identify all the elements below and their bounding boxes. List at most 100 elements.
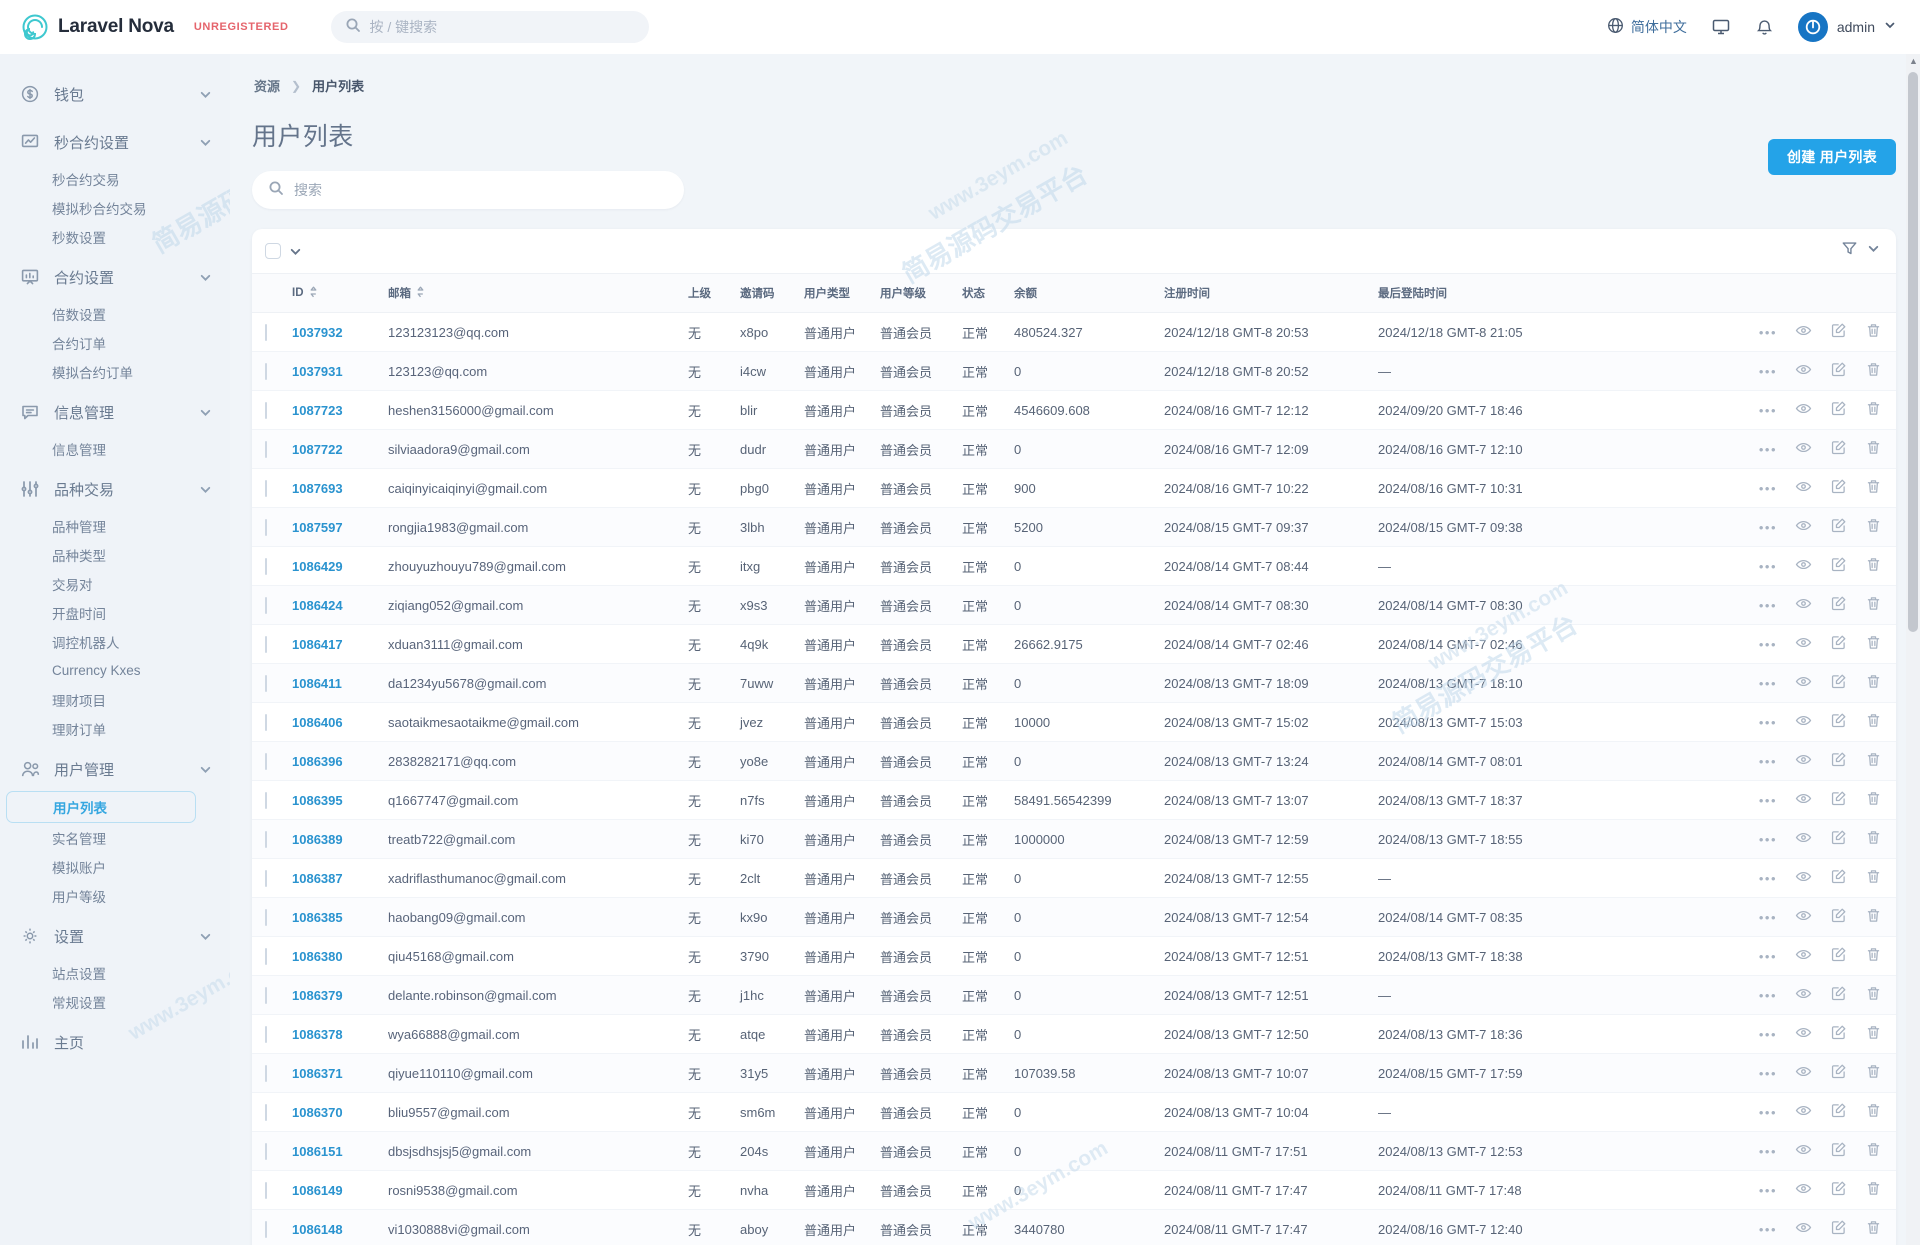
cell-id[interactable]: 1086395 <box>286 780 382 820</box>
row-id-link[interactable]: 1086380 <box>292 948 343 964</box>
table-row[interactable]: 1086378 wya66888@gmail.com 无 atqe 普通用户 普通会员 正常… <box>252 1014 1896 1054</box>
row-id-link[interactable]: 1037931 <box>292 363 343 379</box>
eye-icon[interactable] <box>1795 361 1812 381</box>
table-row[interactable]: 1086149 rosni9538@gmail.com 无 nvha 普通用户 普通会员正… <box>252 1170 1896 1210</box>
trash-icon[interactable] <box>1865 400 1882 420</box>
cell-id[interactable]: 1086417 <box>286 624 382 664</box>
row-checkbox[interactable] <box>265 596 267 614</box>
row-checkbox[interactable] <box>265 1142 267 1160</box>
eye-icon[interactable] <box>1795 1024 1812 1044</box>
pencil-icon[interactable] <box>1830 1141 1847 1161</box>
row-id-link[interactable]: 1086396 <box>292 753 343 769</box>
cell-id[interactable]: 1086151 <box>286 1131 382 1171</box>
eye-icon[interactable] <box>1795 790 1812 810</box>
ellipsis-icon[interactable]: ••• <box>1758 792 1777 808</box>
table-row[interactable]: 1037932 123123123@qq.com 无 x8po 普通用户 普通会员 正常 48… <box>252 312 1896 352</box>
row-id-link[interactable]: 1086371 <box>292 1065 343 1081</box>
ellipsis-icon[interactable]: ••• <box>1758 1065 1777 1081</box>
eye-icon[interactable] <box>1795 634 1812 654</box>
pencil-icon[interactable] <box>1830 1219 1847 1239</box>
trash-icon[interactable] <box>1865 1024 1882 1044</box>
eye-icon[interactable] <box>1795 673 1812 693</box>
ellipsis-icon[interactable]: ••• <box>1758 597 1777 613</box>
table-row[interactable]: 1086417 xduan3111@gmail.com 无 4q9k 普通用户 普通会员正… <box>252 624 1896 664</box>
cell-id[interactable]: 1086424 <box>286 585 382 625</box>
eye-icon[interactable] <box>1795 1141 1812 1161</box>
chevron-down-icon[interactable] <box>199 406 212 419</box>
trash-icon[interactable] <box>1865 634 1882 654</box>
scrollbar-thumb[interactable] <box>1908 72 1918 632</box>
eye-icon[interactable] <box>1795 712 1812 732</box>
sidebar-group-7-header[interactable]: 钱包 <box>0 72 230 116</box>
trash-icon[interactable] <box>1865 673 1882 693</box>
ellipsis-icon[interactable]: ••• <box>1758 1221 1777 1237</box>
sidebar-item-模拟合约订单[interactable]: 模拟合约订单 <box>52 365 133 381</box>
pencil-icon[interactable] <box>1830 478 1847 498</box>
trash-icon[interactable] <box>1865 868 1882 888</box>
pencil-icon[interactable] <box>1830 829 1847 849</box>
chevron-down-icon[interactable] <box>199 483 212 496</box>
chevron-down-icon[interactable] <box>1867 242 1880 260</box>
sidebar-item-用户列表[interactable]: 用户列表 <box>6 791 196 823</box>
sort-icon[interactable] <box>309 286 318 301</box>
cell-id[interactable]: 1086380 <box>286 936 382 976</box>
table-row[interactable]: 1086424 ziqiang052@gmail.com 无 x9s3 普通用户 普通会员… <box>252 585 1896 625</box>
sidebar-group-5-header[interactable]: 合约设置 <box>0 255 230 299</box>
pencil-icon[interactable] <box>1830 1102 1847 1122</box>
sidebar-item-交易对[interactable]: 交易对 <box>52 577 93 593</box>
table-row[interactable]: 1086380 qiu45168@gmail.com 无 3790 普通用户 普通会员 正常… <box>252 936 1896 976</box>
trash-icon[interactable] <box>1865 517 1882 537</box>
pencil-icon[interactable] <box>1830 1024 1847 1044</box>
row-checkbox[interactable] <box>265 440 267 458</box>
ellipsis-icon[interactable]: ••• <box>1758 1104 1777 1120</box>
table-row[interactable]: 1087693 caiqinyicaiqinyi@gmail.com 无 pbg0 普通… <box>252 468 1896 508</box>
cell-id[interactable]: 1087723 <box>286 390 382 430</box>
cell-id[interactable]: 1086429 <box>286 546 382 586</box>
trash-icon[interactable] <box>1865 712 1882 732</box>
trash-icon[interactable] <box>1865 751 1882 771</box>
language-switcher[interactable]: 简体中文 <box>1607 17 1687 37</box>
table-row[interactable]: 1086387 xadriflasthumanoc@gmail.com 无 2clt 普… <box>252 858 1896 898</box>
table-row[interactable]: 1087722 silviaadora9@gmail.com 无 dudr 普通用户 普通… <box>252 429 1896 469</box>
sidebar-item-站点设置[interactable]: 站点设置 <box>52 966 106 982</box>
row-checkbox[interactable] <box>265 479 267 497</box>
bell-icon[interactable] <box>1755 18 1774 37</box>
cell-id[interactable]: 1086379 <box>286 975 382 1015</box>
table-row[interactable]: 1086151 dbsjsdhsjsj5@gmail.com 无 204s 普通用户 普通… <box>252 1131 1896 1171</box>
sidebar-item-模拟秒合约交易[interactable]: 模拟秒合约交易 <box>52 201 147 217</box>
sidebar-item-用户等级[interactable]: 用户等级 <box>52 889 106 905</box>
sidebar-item-品种类型[interactable]: 品种类型 <box>52 548 106 564</box>
table-row[interactable]: 1086395 q1667747@gmail.com 无 n7fs 普通用户 普通会员 正常… <box>252 780 1896 820</box>
global-search-input[interactable] <box>369 19 635 35</box>
page-scrollbar[interactable]: ▲ <box>1906 54 1920 1245</box>
sidebar-group-3-header[interactable]: 品种交易 <box>0 467 230 511</box>
breadcrumb-current[interactable]: 用户列表 <box>312 79 365 94</box>
ellipsis-icon[interactable]: ••• <box>1758 363 1777 379</box>
row-id-link[interactable]: 1086149 <box>292 1182 343 1198</box>
row-checkbox[interactable] <box>265 986 267 1004</box>
column-header-email[interactable]: 邮箱 <box>382 273 682 313</box>
sidebar-group-2-header[interactable]: 用户管理 <box>0 747 230 791</box>
sidebar-item-模拟账户[interactable]: 模拟账户 <box>52 860 106 876</box>
pencil-icon[interactable] <box>1830 790 1847 810</box>
chevron-down-icon[interactable] <box>199 88 212 101</box>
global-search[interactable] <box>330 11 649 43</box>
pencil-icon[interactable] <box>1830 712 1847 732</box>
table-row[interactable]: 1086371 qiyue110110@gmail.com 无 31y5 普通用户 普通会… <box>252 1053 1896 1093</box>
eye-icon[interactable] <box>1795 985 1812 1005</box>
row-checkbox[interactable] <box>265 713 267 731</box>
pencil-icon[interactable] <box>1830 400 1847 420</box>
trash-icon[interactable] <box>1865 790 1882 810</box>
row-id-link[interactable]: 1086387 <box>292 870 343 886</box>
row-id-link[interactable]: 1086389 <box>292 831 343 847</box>
table-row[interactable]: 1087723 heshen3156000@gmail.com 无 blir 普通用户普… <box>252 390 1896 430</box>
pencil-icon[interactable] <box>1830 868 1847 888</box>
row-checkbox[interactable] <box>265 635 267 653</box>
ellipsis-icon[interactable]: ••• <box>1758 558 1777 574</box>
trash-icon[interactable] <box>1865 595 1882 615</box>
ellipsis-icon[interactable]: ••• <box>1758 324 1777 340</box>
eye-icon[interactable] <box>1795 439 1812 459</box>
table-row[interactable]: 1086389 treatb722@gmail.com 无 ki70 普通用户 普通会员正… <box>252 819 1896 859</box>
sidebar-item-开盘时间[interactable]: 开盘时间 <box>52 606 106 622</box>
row-checkbox[interactable] <box>265 557 267 575</box>
